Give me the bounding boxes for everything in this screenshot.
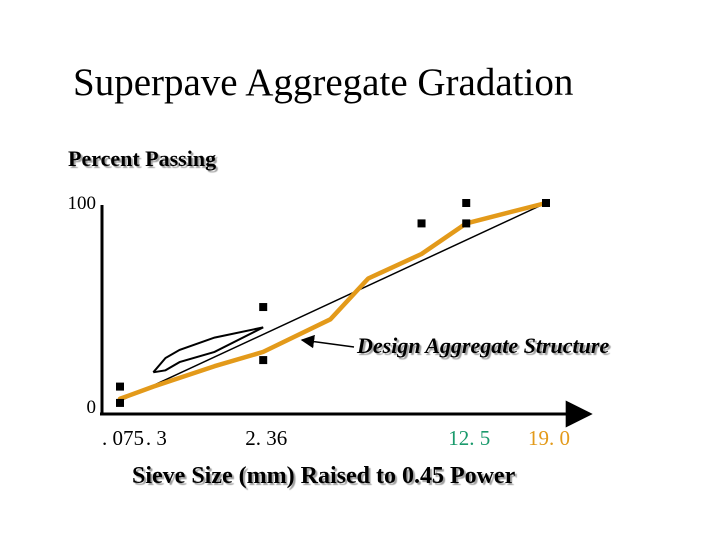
control-point-5 xyxy=(462,219,471,228)
x-tick-labels: . 075. 3 2. 36 12. 5 19. 0 xyxy=(102,426,570,450)
control-points xyxy=(116,199,550,407)
x-tick-label-4: 19. 0 xyxy=(528,426,570,450)
y-tick-label-1: 0 xyxy=(87,397,97,418)
control-point-1 xyxy=(116,382,124,391)
annotation-arrow xyxy=(300,334,355,349)
control-point-0 xyxy=(116,398,124,407)
x-tick-label-0: . 075 xyxy=(102,426,144,450)
control-point-2 xyxy=(259,356,268,365)
control-point-4 xyxy=(417,219,426,228)
x-tick-label-3: 12. 5 xyxy=(448,426,490,450)
control-point-3 xyxy=(259,303,268,312)
restricted-zone-lower xyxy=(153,326,264,374)
series-line-0 xyxy=(117,200,549,402)
x-tick-label-1: . 3 xyxy=(146,426,167,450)
slide-title: Superpave Aggregate Gradation xyxy=(73,61,574,104)
max-density-line-group xyxy=(119,202,547,402)
control-point-6 xyxy=(462,199,471,207)
series-layer xyxy=(117,200,549,402)
x-axis-label: Sieve Size (mm) Raised to 0.45 Power xyxy=(132,463,516,489)
y-axis-label: Percent Passing xyxy=(68,146,217,171)
annotation-label: Design Aggregate Structure xyxy=(357,333,610,358)
restricted-zone xyxy=(152,326,264,374)
x-tick-label-2: 2. 36 xyxy=(245,426,287,450)
y-tick-labels: 100 0 xyxy=(68,193,97,418)
max-density-line xyxy=(119,202,547,402)
y-tick-label-0: 100 xyxy=(68,193,97,214)
restricted-zone-upper xyxy=(152,326,264,373)
control-point-7 xyxy=(542,199,550,207)
